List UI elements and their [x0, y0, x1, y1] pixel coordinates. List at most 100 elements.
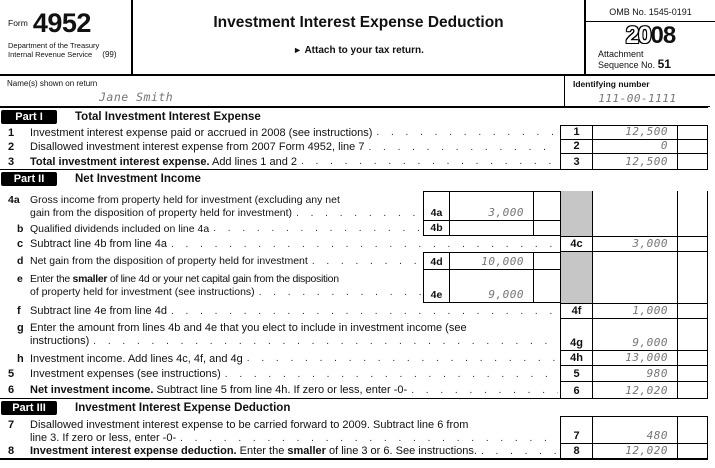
line-4c-amount-field[interactable]: 3,000	[592, 236, 677, 252]
form-line-4g: g Enter the amount from lines 4b and 4e …	[0, 319, 708, 351]
dot-leader: . . . . . . . . . . . . . . . . . . . . …	[368, 141, 558, 153]
dot-leader: . . . . . . . . . . . . . . . . . . . . …	[258, 287, 421, 298]
line-4b-amount-field[interactable]	[449, 221, 533, 236]
dot-leader: . . . . . . . . . . . . . . . . . . . . …	[301, 156, 558, 167]
line-1-box: 1	[560, 125, 592, 140]
line-7-box: 7	[560, 416, 592, 444]
dot-leader: . . . . . . . . . . . . . . . . . . . . …	[296, 208, 421, 219]
form-line-4d: d Net gain from the disposition of prope…	[0, 252, 708, 270]
form-line-6: 6 Net investment income. Subtract line 5…	[0, 382, 708, 398]
agency-code: (99)	[102, 50, 117, 59]
line-4e-box: 4e	[423, 270, 449, 303]
agency-name: Department of the Treasury Internal Reve…	[8, 41, 100, 59]
form-line-1: 1 Investment interest expense paid or ac…	[0, 125, 708, 140]
line-4a-amount-field[interactable]: 3,000	[449, 191, 533, 221]
part-ii-chip: Part II	[1, 171, 57, 186]
form-line-2: 2 Disallowed investment interest expense…	[0, 139, 708, 154]
form-line-5: 5 Investment expenses (see instructions)…	[0, 366, 708, 382]
line-4b-box: 4b	[423, 221, 449, 236]
taxpayer-row: Name(s) shown on return Jane Smith Ident…	[0, 76, 710, 107]
line-4d-cents-field[interactable]	[533, 252, 560, 270]
line-8-amount-field[interactable]: 12,020	[592, 444, 677, 458]
line-8-box: 8	[560, 444, 592, 458]
line-4e-cents-field[interactable]	[533, 270, 560, 303]
form-bottom-rule	[0, 458, 708, 460]
line-4f-box: 4f	[560, 303, 592, 319]
title-block: Investment Interest Expense Deduction ► …	[133, 0, 584, 74]
omb-number: OMB No. 1545-0191	[586, 0, 715, 22]
line-1-amount-field[interactable]: 12,500	[592, 125, 677, 140]
line-4c-cents-field[interactable]	[677, 236, 708, 252]
dot-leader: . . . . . . . . . . . . . . . . . . . . …	[224, 368, 558, 380]
attach-instruction: ► Attach to your tax return.	[293, 45, 424, 56]
part-iii-header: Part III Investment Interest Expense Ded…	[0, 398, 708, 416]
line-7-cents-field[interactable]	[677, 416, 708, 444]
line-6-amount-field[interactable]: 12,020	[592, 382, 677, 398]
line-3-cents-field[interactable]	[677, 154, 708, 169]
line-4d-amount-field[interactable]: 10,000	[449, 252, 533, 270]
line-4g-amount-field[interactable]: 9,000	[592, 319, 677, 351]
line-4a-box: 4a	[423, 191, 449, 221]
dot-leader: . . . . . . . . . . . . . . . . . . . . …	[311, 255, 421, 267]
form-line-4e: e Enter the smaller of line 4d or your n…	[0, 270, 708, 303]
line-3-box: 3	[560, 154, 592, 169]
form-word: Form	[8, 18, 28, 28]
name-label: Name(s) shown on return	[7, 79, 98, 88]
line-4g-cents-field[interactable]	[677, 319, 708, 351]
identifying-number-field[interactable]: 111-00-1111	[598, 92, 677, 105]
identifying-number-label: Identifying number	[573, 79, 650, 89]
form-line-4f: f Subtract line 4e from line 4d. . . . .…	[0, 303, 708, 319]
name-field[interactable]: Jane Smith	[99, 90, 174, 104]
form-title: Investment Interest Expense Deduction	[213, 14, 504, 31]
attachment-sequence: Attachment Sequence No. 51	[598, 49, 671, 71]
part-iii-chip: Part III	[1, 400, 57, 415]
line-4h-box: 4h	[560, 351, 592, 366]
dot-leader: . . . . . . . . . . . . . . . . . . . . …	[170, 305, 558, 317]
line-5-amount-field[interactable]: 980	[592, 366, 677, 382]
line-2-amount-field[interactable]: 0	[592, 139, 677, 154]
shaded-cell	[560, 252, 592, 270]
line-4a-cents-field[interactable]	[533, 191, 560, 221]
form-line-8: 8 Investment interest expense deduction.…	[0, 444, 708, 458]
line-4d-box: 4d	[423, 252, 449, 270]
form-line-4c: c Subtract line 4b from line 4a. . . . .…	[0, 236, 708, 252]
shaded-cell	[560, 191, 592, 221]
line-4e-amount-field[interactable]: 9,000	[449, 270, 533, 303]
line-6-cents-field[interactable]	[677, 382, 708, 398]
form-line-4b: b Qualified dividends included on line 4…	[0, 221, 708, 236]
part-i-header: Part I Total Investment Interest Expense	[0, 107, 708, 125]
line-8-cents-field[interactable]	[677, 444, 708, 458]
omb-block: OMB No. 1545-0191 2008 Attachment Sequen…	[584, 0, 715, 74]
line-4b-cents-field[interactable]	[533, 221, 560, 236]
line-5-box: 5	[560, 366, 592, 382]
shaded-cell	[560, 221, 592, 236]
form-header: Form 4952 Department of the Treasury Int…	[0, 0, 715, 76]
form-line-4h: h Investment income. Add lines 4c, 4f, a…	[0, 351, 708, 366]
line-4h-cents-field[interactable]	[677, 351, 708, 366]
shaded-cell	[560, 270, 592, 303]
dot-leader: . . . . . . . . . . . . . . . . . . . . …	[93, 336, 558, 347]
line-2-box: 2	[560, 140, 592, 154]
line-5-cents-field[interactable]	[677, 366, 708, 382]
dot-leader: . . . . . . . . . . . . . . . . . . . . …	[480, 445, 558, 457]
dot-leader: . . . . . . . . . . . . . . . . . . . . …	[180, 433, 558, 444]
part-ii-header: Part II Net Investment Income	[0, 169, 708, 187]
line-4f-amount-field[interactable]: 1,000	[592, 303, 677, 319]
line-4h-amount-field[interactable]: 13,000	[592, 351, 677, 366]
dot-leader: . . . . . . . . . . . . . . . . . . . . …	[411, 384, 558, 396]
dot-leader: . . . . . . . . . . . . . . . . . . . . …	[213, 223, 421, 234]
line-3-amount-field[interactable]: 12,500	[592, 154, 677, 169]
line-1-cents-field[interactable]	[677, 125, 708, 140]
arrow-right-icon: ►	[293, 45, 303, 55]
part-i-chip: Part I	[1, 109, 57, 124]
form-number: 4952	[32, 8, 92, 38]
line-4c-box: 4c	[560, 236, 592, 252]
line-4f-cents-field[interactable]	[677, 303, 708, 319]
form-line-4a: 4a Gross income from property held for i…	[0, 191, 708, 221]
line-2-cents-field[interactable]	[677, 140, 708, 154]
line-7-amount-field[interactable]: 480	[592, 416, 677, 444]
form-line-3: 3 Total investment interest expense. Add…	[0, 154, 708, 169]
tax-year: 2008	[625, 22, 676, 49]
line-4g-box: 4g	[560, 319, 592, 351]
